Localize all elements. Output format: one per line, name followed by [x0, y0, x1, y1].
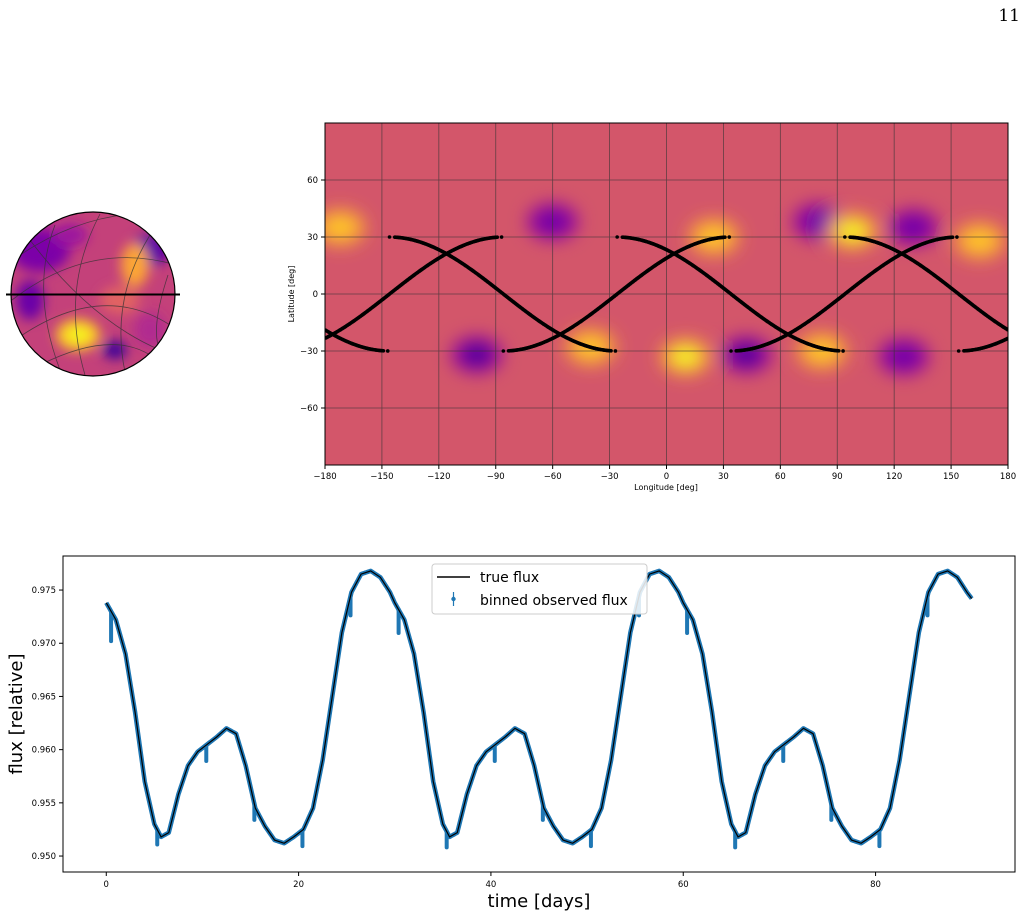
track-point: [836, 348, 841, 353]
lc-frame: [62, 555, 1016, 873]
legend-obs-label: binned observed flux: [480, 593, 628, 609]
lc-xlabel: time [days]: [488, 891, 591, 912]
track-point: [501, 349, 506, 353]
track-point: [723, 235, 727, 240]
legend-box: [431, 563, 648, 615]
map-spot-core: [889, 346, 918, 367]
globe-spots: [11, 223, 170, 359]
map-xtick-label: 120: [886, 472, 902, 482]
legend-true-label: true flux: [480, 570, 539, 586]
map-xtick-label: 30: [718, 472, 729, 482]
track-point: [387, 235, 392, 239]
map-xtick-label: −180: [313, 472, 336, 482]
lc-xtick-label: 40: [486, 880, 497, 890]
map-spot-core: [804, 211, 833, 232]
lc-ytick-label: 0.950: [32, 852, 56, 862]
lc-ytick-label: 0.960: [32, 746, 56, 756]
track-point: [1005, 336, 1008, 341]
track-point: [385, 349, 390, 353]
map-ylabel: Latitude [deg]: [287, 266, 296, 323]
track-point: [956, 349, 961, 353]
latlon-map: −180 −150 −120 −90 −60 −30 0 30 60 90 120 150 180 60…: [287, 122, 1016, 492]
lc-ytick-label: 0.955: [32, 799, 56, 809]
lc-ytick-label: 0.965: [32, 692, 56, 702]
map-xtick-label: −150: [370, 472, 393, 482]
map-xtick-label: −30: [601, 472, 619, 482]
lc-xtick-label: 60: [678, 880, 689, 890]
lc-xticks: 0 20 40 60 80: [104, 872, 881, 890]
map-spot-core: [326, 217, 354, 238]
lc-yticks: 0.975 0.970 0.965 0.960 0.955 0.950: [32, 586, 63, 862]
track-point: [381, 348, 386, 353]
track-point: [613, 349, 618, 353]
map-ytick-label: 0: [313, 290, 318, 300]
lc-ylabel: flux [relative]: [6, 653, 27, 774]
lc-xtick-label: 0: [104, 880, 109, 890]
track-point: [727, 235, 732, 239]
lc-xtick-label: 80: [870, 880, 881, 890]
track-point: [495, 235, 500, 240]
map-ytick-label: 60: [307, 176, 318, 186]
map-xtick-label: 180: [1000, 472, 1016, 482]
map-xticks: −180 −150 −120 −90 −60 −30 0 30 60 90 120 150 180: [313, 465, 1016, 482]
map-grid: [325, 123, 1008, 465]
map-ytick-label: −60: [300, 404, 318, 414]
map-tracks: [325, 235, 1008, 353]
track-point: [609, 348, 613, 353]
light-curve: 0 20 40 60 80 0.975 0.970 0.965 0.960 0.955 0.950…: [6, 555, 1016, 912]
track-point: [841, 349, 845, 353]
map-spot-core: [671, 346, 700, 367]
track-point: [1005, 327, 1008, 332]
map-spot-core: [463, 344, 491, 365]
map-xtick-label: −90: [487, 472, 505, 482]
map-xtick-label: 150: [943, 472, 959, 482]
map-xtick-label: 60: [775, 472, 786, 482]
map-ytick-label: 30: [307, 233, 318, 243]
legend-obs-swatch: [451, 592, 456, 606]
map-xlabel: Longitude [deg]: [634, 483, 698, 492]
map-xtick-label: 0: [664, 472, 669, 482]
map-ytick-label: −30: [300, 347, 318, 357]
track-point: [499, 235, 504, 239]
lc-ytick-label: 0.970: [32, 639, 56, 649]
map-xtick-label: −60: [544, 472, 562, 482]
map-xtick-label: −120: [427, 472, 450, 482]
track-point: [843, 235, 847, 239]
track-point: [950, 235, 955, 240]
map-spot-core: [899, 217, 927, 238]
track-point: [615, 235, 619, 239]
map-spot-core: [965, 230, 994, 251]
map-xtick-label: 90: [832, 472, 843, 482]
track-point: [955, 235, 959, 239]
page-number: 11: [998, 6, 1020, 26]
map-yticks: 60 30 0 −30 −60: [300, 176, 325, 414]
globe-view: [6, 211, 180, 377]
map-spots: [325, 203, 1005, 375]
true-flux-line: [105, 570, 973, 844]
lc-ytick-label: 0.975: [32, 586, 56, 596]
track-point: [729, 349, 733, 353]
lc-xtick-label: 20: [293, 880, 304, 890]
lc-legend: true flux binned observed flux: [431, 563, 648, 615]
